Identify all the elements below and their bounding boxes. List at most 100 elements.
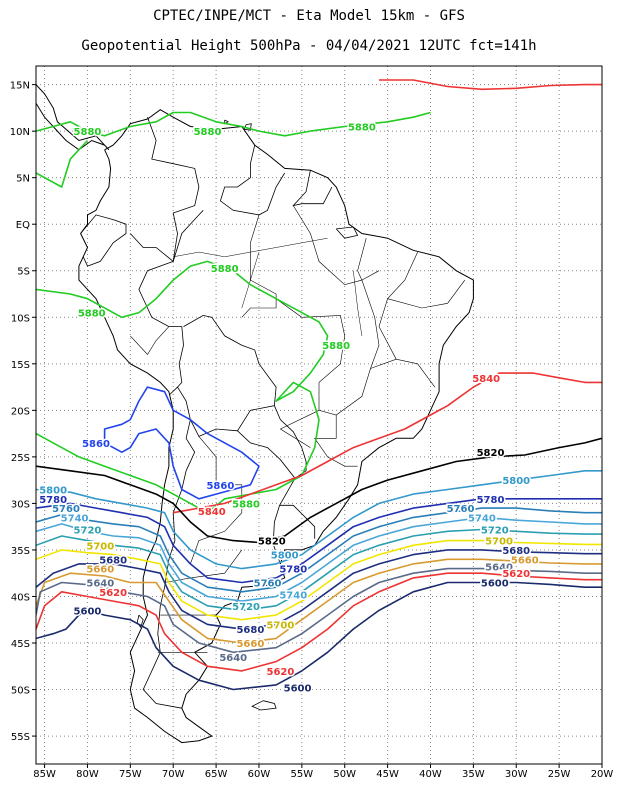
lat-tick-label: 35S [11, 546, 30, 557]
lat-tick-label: 40S [11, 592, 30, 603]
state-border [370, 358, 436, 388]
island-outline [335, 226, 359, 239]
contour-label-5880: 5880 [211, 264, 239, 275]
contour-label-5800: 5800 [271, 551, 299, 562]
lat-tick-label: 5N [16, 174, 30, 185]
lat-tick-label: 15S [11, 360, 30, 371]
contour-label-5720: 5720 [232, 602, 260, 613]
contour-label-5800: 5800 [39, 485, 67, 496]
contour-label-5760: 5760 [52, 504, 80, 515]
contour-label-5700: 5700 [266, 620, 294, 631]
lat-tick-label: 5S [17, 267, 30, 278]
country-border [147, 117, 200, 262]
contour-label-5680: 5680 [99, 555, 127, 566]
river-line [353, 270, 363, 336]
contour-label-5700: 5700 [86, 541, 114, 552]
country-border [271, 540, 281, 565]
lon-tick-label: 80W [76, 769, 99, 780]
map-frame [35, 65, 603, 765]
contour-5680 [36, 549, 602, 630]
country-border [177, 314, 277, 437]
contour-labels: 5880 5880 5880 5880 5880 5880 5880 5860 5860 5840… [38, 121, 541, 696]
lat-tick-label: 10N [10, 127, 30, 138]
contour-label-5880: 5880 [322, 341, 350, 352]
contour-label-5780: 5780 [279, 565, 307, 576]
country-border [274, 405, 307, 462]
contour-5880 [36, 139, 89, 188]
height-contours [36, 79, 602, 691]
contour-label-5740: 5740 [61, 513, 89, 524]
contour-5620 [36, 572, 602, 672]
lon-tick-label: 30W [505, 769, 528, 780]
contour-label-5740: 5740 [279, 591, 307, 602]
lon-tick-label: 60W [248, 769, 271, 780]
contour-label-5820: 5820 [258, 537, 286, 548]
contour-5820 [36, 437, 602, 544]
land-outlines [36, 84, 474, 744]
island-outline [251, 700, 277, 711]
state-border [275, 270, 380, 416]
lon-tick-label: 40W [419, 769, 442, 780]
contour-5640 [36, 567, 602, 654]
state-border [314, 415, 358, 467]
country-border [273, 505, 280, 539]
state-border [190, 436, 243, 565]
title-line-1: CPTEC/INPE/MCT - Eta Model 15km - GFS [153, 8, 465, 24]
longitude-ticks: 85W 80W 75W 70W 65W 60W 55W 50W 45W 40W 35W 30W 25W 2… [33, 764, 613, 780]
contour-label-5880: 5880 [232, 499, 260, 510]
contour-label-5680: 5680 [502, 546, 530, 557]
contour-5780 [36, 498, 602, 584]
contour-label-5880: 5880 [74, 127, 102, 138]
contour-label-5660: 5660 [86, 565, 114, 576]
state-border [279, 410, 320, 448]
lat-tick-label: 50S [11, 686, 30, 697]
contour-5840 [173, 372, 602, 514]
state-border [130, 326, 170, 355]
contour-label-5600: 5600 [284, 684, 312, 695]
contour-label-5620: 5620 [266, 667, 294, 678]
contour-label-5840: 5840 [198, 507, 226, 518]
contour-label-5640: 5640 [485, 563, 513, 574]
lat-tick-label: 45S [11, 639, 30, 650]
lon-tick-label: 50W [333, 769, 356, 780]
south-america-coastline [78, 109, 474, 744]
contour-label-5640: 5640 [86, 579, 114, 590]
lon-tick-label: 55W [291, 769, 314, 780]
lon-tick-label: 70W [162, 769, 185, 780]
contour-label-5600: 5600 [481, 579, 509, 590]
lon-tick-label: 75W [119, 769, 142, 780]
country-border [278, 478, 316, 539]
lat-tick-label: 20S [11, 406, 30, 417]
contour-label-5880: 5880 [348, 122, 376, 133]
country-border [142, 419, 196, 709]
lat-tick-label: 30S [11, 499, 30, 510]
state-border [387, 279, 466, 309]
island-outline [224, 119, 229, 125]
contour-label-5700: 5700 [485, 537, 513, 548]
contour-5860 [103, 386, 260, 500]
contour-label-5640: 5640 [219, 653, 247, 664]
contour-5800 [36, 470, 602, 570]
contour-5700 [36, 539, 602, 621]
contour-label-5820: 5820 [477, 448, 505, 459]
contour-label-5600: 5600 [74, 606, 102, 617]
country-border [130, 233, 184, 395]
state-border [357, 238, 367, 271]
latitude-ticks: 15N 10N 5N EQ 5S 10S 15S 20S 25S 30S 35S 40S 45S 50S 5… [10, 81, 36, 743]
lat-tick-label: 10S [11, 313, 30, 324]
river-line [173, 237, 328, 258]
lon-tick-label: 35W [462, 769, 485, 780]
country-border [172, 210, 204, 262]
lon-tick-label: 20W [591, 769, 614, 780]
contour-label-5620: 5620 [99, 588, 127, 599]
contour-label-5720: 5720 [74, 525, 102, 536]
contour-label-5800: 5800 [502, 476, 530, 487]
country-border [292, 170, 333, 207]
state-border [164, 549, 243, 583]
contour-5760 [36, 507, 602, 593]
contour-label-5660: 5660 [236, 639, 264, 650]
contour-label-5860: 5860 [206, 481, 234, 492]
contour-label-5760: 5760 [447, 504, 475, 515]
lon-tick-label: 85W [33, 769, 56, 780]
